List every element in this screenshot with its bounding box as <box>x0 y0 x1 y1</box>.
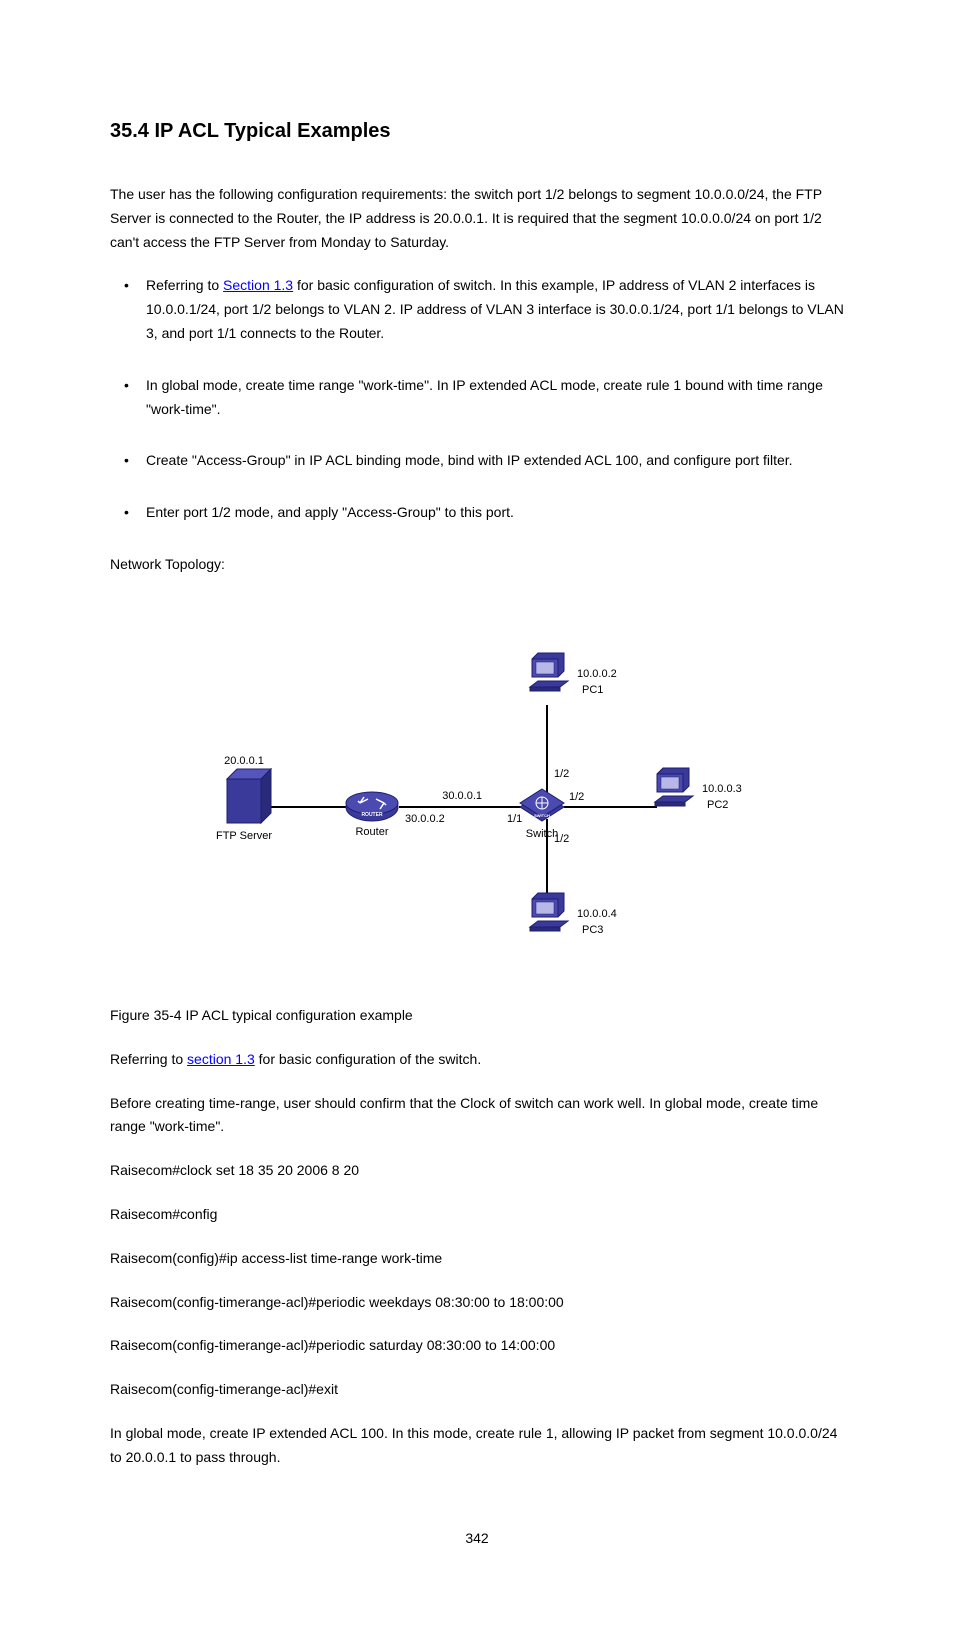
ref-prefix: Referring to <box>110 1051 187 1067</box>
svg-text:Switch: Switch <box>526 828 558 840</box>
list-item: Create "Access-Group" in IP ACL binding … <box>110 449 844 473</box>
code-line: Raisecom(config-timerange-acl)#periodic … <box>110 1334 844 1358</box>
requirements-list: Referring to Section 1.3 for basic confi… <box>110 274 844 525</box>
list-item: Enter port 1/2 mode, and apply "Access-G… <box>110 501 844 525</box>
section-link-2[interactable]: section 1.3 <box>187 1051 255 1067</box>
ref-paragraph: Referring to section 1.3 for basic confi… <box>110 1048 844 1072</box>
svg-text:1/2: 1/2 <box>554 768 569 780</box>
svg-text:1/1: 1/1 <box>507 813 522 825</box>
svg-text:Router: Router <box>355 826 388 838</box>
list-item: Referring to Section 1.3 for basic confi… <box>110 274 844 345</box>
topology-note: Network Topology: <box>110 553 844 577</box>
bullet-text-prefix: Referring to <box>146 277 223 293</box>
svg-text:30.0.0.1: 30.0.0.1 <box>442 790 482 802</box>
svg-text:10.0.0.2: 10.0.0.2 <box>577 668 617 680</box>
svg-text:1/2: 1/2 <box>569 791 584 803</box>
svg-text:FTP Server: FTP Server <box>216 830 272 842</box>
svg-text:30.0.0.2: 30.0.0.2 <box>405 813 445 825</box>
intro-paragraph: The user has the following configuration… <box>110 183 844 254</box>
svg-text:ROUTER: ROUTER <box>361 812 383 818</box>
ref-suffix: for basic configuration of the switch. <box>255 1051 481 1067</box>
code-line: Raisecom(config-timerange-acl)#periodic … <box>110 1291 844 1315</box>
svg-text:10.0.0.4: 10.0.0.4 <box>577 908 617 920</box>
timerange-paragraph: Before creating time-range, user should … <box>110 1092 844 1140</box>
svg-text:PC1: PC1 <box>582 684 603 696</box>
svg-text:20.0.0.1: 20.0.0.1 <box>224 755 264 767</box>
svg-text:SWITCH: SWITCH <box>534 813 550 818</box>
code-line: Raisecom(config)#ip access-list time-ran… <box>110 1247 844 1271</box>
svg-text:PC3: PC3 <box>582 924 603 936</box>
section-link[interactable]: Section 1.3 <box>223 277 293 293</box>
code-line: Raisecom(config-timerange-acl)#exit <box>110 1378 844 1402</box>
list-item: In global mode, create time range "work-… <box>110 374 844 422</box>
network-diagram: 30.0.0.230.0.0.11/11/21/21/220.0.0.1FTP … <box>110 617 844 977</box>
ipext-paragraph: In global mode, create IP extended ACL 1… <box>110 1422 844 1470</box>
section-heading: 35.4 IP ACL Typical Examples <box>110 120 844 143</box>
code-line: Raisecom#clock set 18 35 20 2006 8 20 <box>110 1159 844 1183</box>
page-number: 342 <box>110 1530 844 1546</box>
code-line: Raisecom#config <box>110 1203 844 1227</box>
figure-caption: Figure 35-4 IP ACL typical configuration… <box>110 1007 844 1023</box>
svg-text:10.0.0.3: 10.0.0.3 <box>702 783 742 795</box>
svg-text:PC2: PC2 <box>707 799 728 811</box>
